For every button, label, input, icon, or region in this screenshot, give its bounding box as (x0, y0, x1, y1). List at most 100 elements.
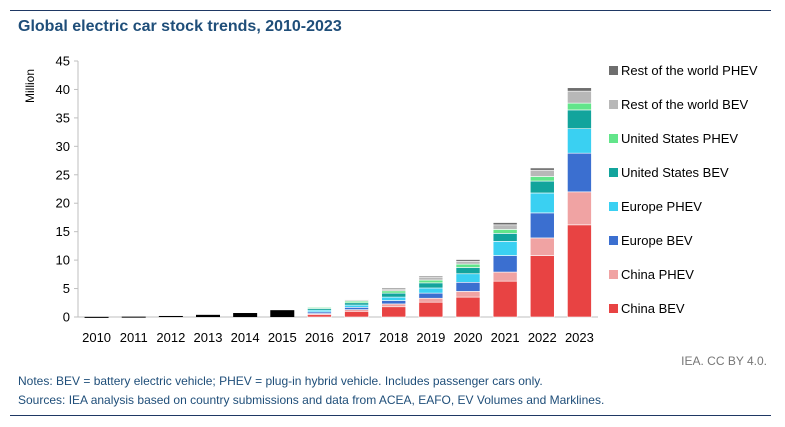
bar-segment-china-bev-2018 (381, 306, 407, 318)
bar-segment-europe-phev-2020 (455, 273, 481, 283)
notes-text: Notes: BEV = battery electric vehicle; P… (18, 374, 543, 388)
bar-segment-china-phev-2023 (567, 191, 592, 226)
notes-block: Notes: BEV = battery electric vehicle; P… (18, 372, 604, 410)
bar-segment-china-bev-2019 (418, 301, 444, 318)
bar-segment-europe-phev-2019 (418, 287, 444, 294)
bar-segment-europe-bev-2021 (492, 255, 518, 273)
x-tick-label: 2022 (528, 330, 557, 345)
x-tick-label: 2016 (305, 330, 334, 345)
top-rule (10, 10, 771, 11)
bar-segment-europe-phev-2023 (567, 128, 592, 154)
y-tick-label: 0 (63, 310, 70, 325)
x-tick-label: 2021 (491, 330, 520, 345)
bar-segment-china-bev-2021 (492, 280, 518, 318)
legend-label: Europe BEV (621, 233, 693, 248)
legend-label: United States PHEV (621, 131, 738, 146)
bar-segment-china-phev-2018 (381, 303, 407, 308)
y-axis-title: Million (23, 69, 37, 103)
bar-segment-china-bev-2016 (307, 314, 332, 318)
bar-segment-united-states-bev-2018 (381, 292, 407, 298)
bar-segment-rest-of-the-world-bev-2022 (529, 169, 555, 177)
y-tick-label: 15 (56, 224, 70, 239)
bar-segment-china-phev-2020 (455, 291, 481, 298)
bar-segment-rest-of-the-world-phev-2022 (529, 167, 555, 171)
bar-segment-rest-of-the-world-phev-2018 (381, 287, 407, 290)
legend-swatch (609, 66, 618, 75)
bar-segment-china-bev-2020 (455, 296, 481, 318)
legend-swatch (609, 168, 618, 177)
bar-segment-china-bev-2017 (344, 311, 369, 318)
bar-total-2015 (270, 310, 295, 317)
y-tick-label: 10 (56, 253, 70, 268)
bar-segment-rest-of-the-world-bev-2019 (418, 276, 444, 281)
x-tick-label: 2019 (416, 330, 445, 345)
bar-total-2012 (158, 315, 183, 317)
stacked-bar-chart: 0 5 10 15 20 25 30 35 40 45 Million 2010 2011 2012 201… (23, 54, 758, 346)
bar-total-2010 (84, 316, 109, 318)
bar-segment-europe-bev-2017 (344, 307, 369, 310)
bar-segment-united-states-phev-2018 (381, 290, 407, 294)
bar-segment-china-phev-2019 (418, 297, 444, 303)
bar-segment-united-states-phev-2020 (455, 263, 481, 268)
bar-segment-rest-of-the-world-bev-2021 (492, 224, 518, 230)
bar-total-2014 (233, 313, 258, 317)
bar-segment-china-phev-2021 (492, 271, 518, 282)
bar-segment-europe-phev-2022 (529, 192, 555, 214)
bar-segment-rest-of-the-world-bev-2020 (455, 260, 481, 265)
x-tick-label: 2010 (82, 330, 111, 345)
bar-segment-united-states-bev-2023 (567, 109, 592, 129)
y-tick-label: 25 (56, 167, 70, 182)
y-tick-label: 40 (56, 82, 70, 97)
bar-segment-rest-of-the-world-phev-2016 (307, 305, 332, 308)
bar-segment-rest-of-the-world-phev-2017 (344, 299, 369, 301)
bar-segment-europe-bev-2018 (381, 300, 407, 305)
bar-segment-united-states-bev-2022 (529, 180, 555, 194)
bar-segment-united-states-bev-2019 (418, 282, 444, 289)
x-tick-label: 2014 (231, 330, 260, 345)
bar-segment-rest-of-the-world-phev-2021 (492, 222, 518, 226)
legend-swatch (609, 304, 618, 313)
bar-segment-united-states-bev-2017 (344, 302, 369, 306)
legend-label: China PHEV (621, 267, 694, 282)
x-tick-label: 2018 (379, 330, 408, 345)
x-tick-label: 2011 (120, 330, 148, 345)
legend-label: Rest of the world BEV (621, 97, 748, 112)
credit-text: IEA. CC BY 4.0. (681, 354, 767, 368)
bar-segment-united-states-phev-2022 (529, 176, 555, 182)
bar-segment-china-bev-2023 (567, 224, 592, 318)
bar-segment-united-states-bev-2020 (455, 267, 481, 275)
legend-swatch (609, 202, 618, 211)
bar-segment-united-states-phev-2019 (418, 279, 444, 284)
y-tick-label: 35 (56, 110, 70, 125)
legend-label: United States BEV (621, 165, 729, 180)
bar-segment-rest-of-the-world-phev-2023 (567, 87, 592, 92)
y-tick-label: 45 (56, 54, 70, 69)
legend-label: Rest of the world PHEV (621, 63, 758, 78)
bar-segment-united-states-phev-2023 (567, 102, 592, 111)
legend-label: Europe PHEV (621, 199, 702, 214)
chart-title: Global electric car stock trends, 2010-2… (18, 18, 342, 35)
y-tick-label: 5 (63, 281, 70, 296)
bar-segment-rest-of-the-world-bev-2023 (567, 90, 592, 104)
bar-segment-rest-of-the-world-phev-2019 (418, 275, 444, 278)
x-tick-label: 2020 (454, 330, 483, 345)
bar-segment-china-phev-2022 (529, 237, 555, 256)
bar-segment-rest-of-the-world-phev-2020 (455, 259, 481, 262)
bar-segment-europe-bev-2022 (529, 212, 555, 239)
bar-segment-europe-bev-2020 (455, 281, 481, 292)
bar-segment-europe-phev-2021 (492, 241, 518, 256)
bar-segment-united-states-phev-2021 (492, 229, 518, 234)
x-tick-label: 2017 (342, 330, 371, 345)
x-tick-label: 2013 (194, 330, 223, 345)
bar-segment-united-states-bev-2021 (492, 233, 518, 242)
y-tick-label: 30 (56, 139, 70, 154)
bar-segment-europe-phev-2017 (344, 304, 369, 308)
legend-swatch (609, 134, 618, 143)
bottom-rule (10, 415, 771, 416)
x-tick-label: 2012 (156, 330, 185, 345)
x-tick-label: 2015 (268, 330, 297, 345)
bar-segment-europe-phev-2018 (381, 296, 407, 301)
legend-swatch (609, 270, 618, 279)
legend-swatch (609, 236, 618, 245)
legend-label: China BEV (621, 301, 685, 316)
